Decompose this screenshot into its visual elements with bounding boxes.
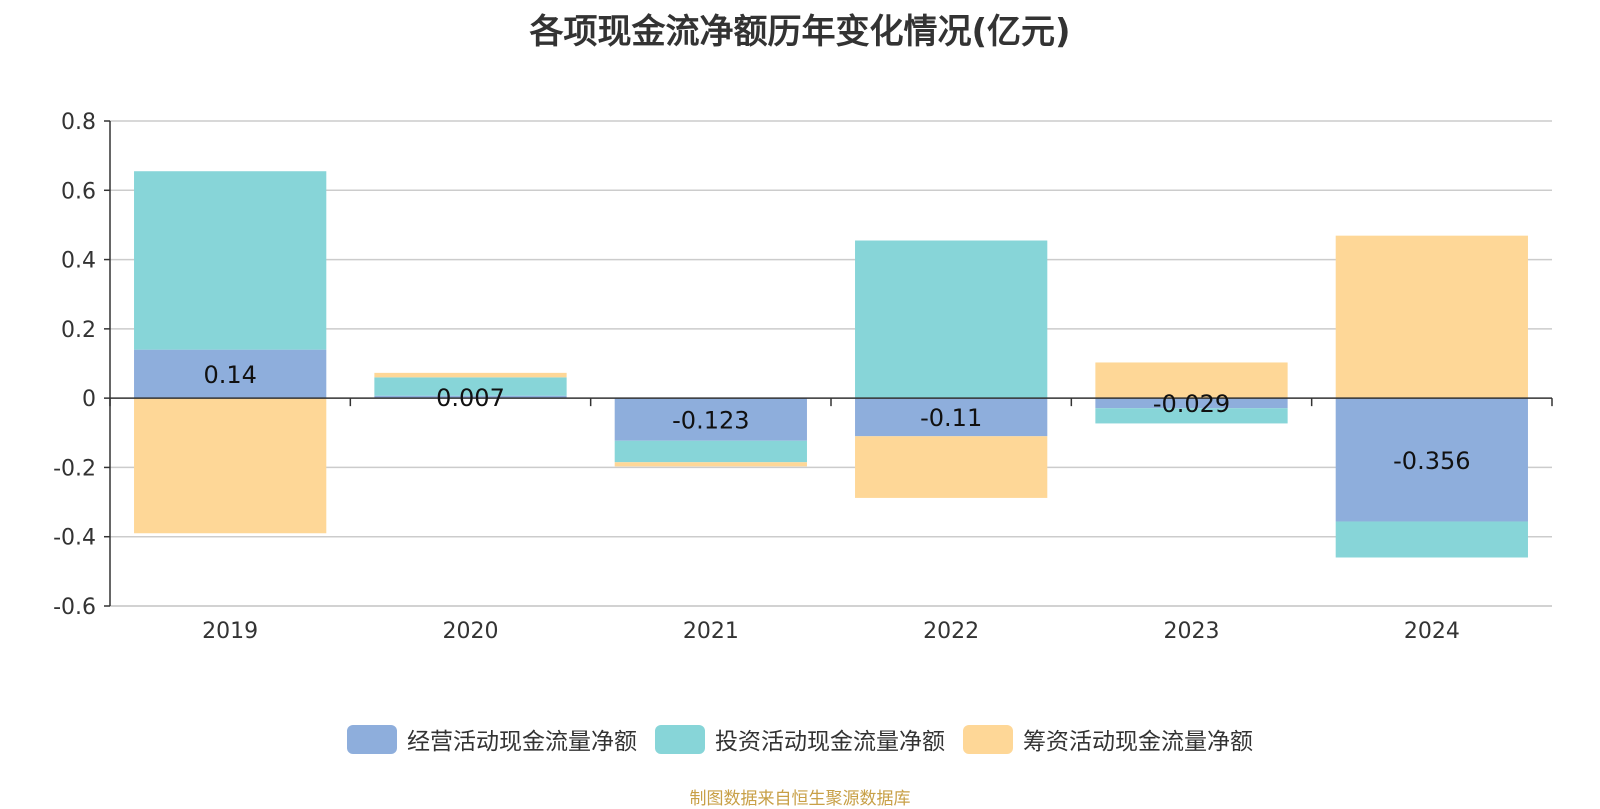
bar-operating-2024[interactable] — [1335, 398, 1528, 522]
chart-canvas: 0.8 0.6 0.4 0.2 0 -0.2 -0.4 -0.6 2019 2020 2021 202… — [53, 110, 1553, 644]
chart-title: 各项现金流净额历年变化情况(亿元) — [529, 12, 1071, 52]
data-labels: 0.14 0.007 -0.123 -0.11 -0.029 -0.356 — [203, 361, 1470, 475]
bar-financing-2023[interactable] — [1095, 362, 1288, 399]
bar-financing-2024[interactable] — [1335, 235, 1528, 399]
bar-investing-2020[interactable] — [374, 377, 567, 396]
bar-financing-2022[interactable] — [855, 436, 1048, 498]
legend-label-investing: 投资活动现金流量净额 — [715, 729, 945, 755]
x-tick-label: 2020 — [443, 619, 499, 644]
y-tick-label: 0.6 — [61, 179, 96, 204]
data-label-2021: -0.123 — [672, 406, 749, 434]
legend-swatch-financing — [963, 724, 1013, 754]
legend-item-operating[interactable]: 经营活动现金流量净额 — [347, 722, 637, 756]
bar-operating-2023[interactable] — [1095, 398, 1288, 409]
x-tick-label: 2023 — [1164, 619, 1220, 644]
y-tick-label: -0.2 — [53, 456, 96, 481]
x-tick-label: 2022 — [923, 619, 979, 644]
source-note: 制图数据来自恒生聚源数据库 — [689, 789, 911, 809]
bar-financing-2021[interactable] — [614, 462, 807, 467]
x-tick-label: 2019 — [202, 619, 258, 644]
data-label-2023: -0.029 — [1153, 390, 1230, 418]
bar-financing-2020[interactable] — [374, 372, 567, 378]
bar-investing-2021[interactable] — [614, 440, 807, 463]
data-label-2024: -0.356 — [1393, 447, 1470, 475]
bar-operating-2020[interactable] — [374, 395, 567, 399]
x-tick-label: 2024 — [1404, 619, 1460, 644]
legend-item-investing[interactable]: 投资活动现金流量净额 — [655, 722, 945, 756]
legend-swatch-operating — [347, 724, 397, 754]
legend-item-financing[interactable]: 筹资活动现金流量净额 — [963, 722, 1253, 756]
legend-label-financing: 筹资活动现金流量净额 — [1023, 729, 1253, 755]
bar-operating-2022[interactable] — [855, 398, 1048, 437]
bar-investing-2024[interactable] — [1335, 521, 1528, 558]
bar-investing-2023[interactable] — [1095, 408, 1288, 424]
y-tick-label: 0.2 — [61, 318, 96, 343]
data-label-2019: 0.14 — [203, 361, 256, 389]
x-tick-label: 2021 — [683, 619, 739, 644]
data-label-2020: 0.007 — [436, 384, 505, 412]
bar-investing-2019[interactable] — [134, 171, 327, 350]
y-tick-label: -0.6 — [53, 595, 96, 620]
data-label-2022: -0.11 — [920, 404, 982, 432]
grid-lines — [110, 120, 1552, 607]
y-tick-label: 0.8 — [61, 110, 96, 135]
y-tick-label: 0 — [82, 387, 96, 412]
legend-swatch-investing — [655, 724, 705, 754]
bar-investing-2022[interactable] — [855, 240, 1048, 399]
legend-label-operating: 经营活动现金流量净额 — [407, 729, 637, 755]
y-tick-label: -0.4 — [53, 526, 96, 551]
axes: 0.8 0.6 0.4 0.2 0 -0.2 -0.4 -0.6 2019 2020 2021 202… — [53, 110, 1553, 644]
bars — [134, 171, 1528, 558]
bar-operating-2021[interactable] — [614, 398, 807, 441]
y-tick-label: 0.4 — [61, 249, 96, 274]
legend: 经营活动现金流量净额 投资活动现金流量净额 筹资活动现金流量净额 — [0, 722, 1600, 756]
bar-financing-2019[interactable] — [134, 398, 327, 534]
bar-operating-2019[interactable] — [134, 349, 327, 399]
